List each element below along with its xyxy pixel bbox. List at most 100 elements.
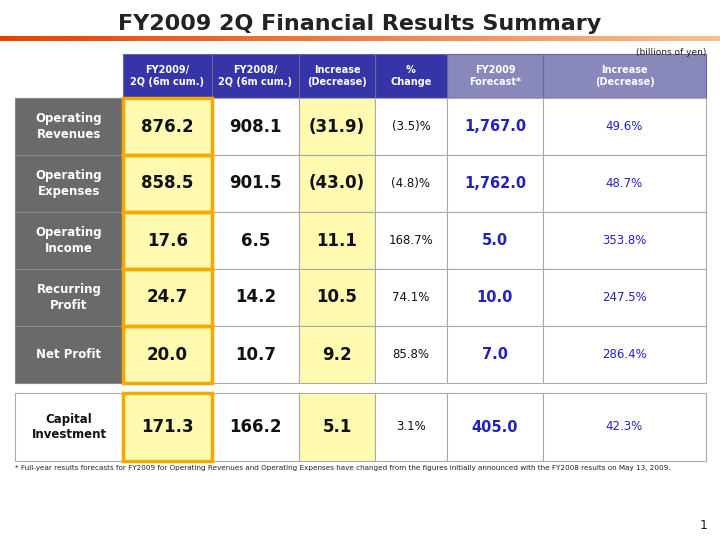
Text: FY2009/
2Q (6m cum.): FY2009/ 2Q (6m cum.) bbox=[130, 65, 204, 87]
Bar bbox=[212, 212, 299, 269]
Bar bbox=[123, 98, 212, 155]
Text: 247.5%: 247.5% bbox=[602, 291, 647, 304]
Text: 1,767.0: 1,767.0 bbox=[464, 119, 526, 134]
Bar bbox=[543, 269, 706, 326]
Bar bbox=[123, 212, 212, 269]
Text: 48.7%: 48.7% bbox=[606, 177, 643, 190]
Text: 1: 1 bbox=[700, 519, 708, 532]
Bar bbox=[212, 393, 299, 461]
Bar bbox=[123, 326, 212, 383]
Bar bbox=[212, 54, 299, 98]
Bar bbox=[375, 269, 447, 326]
Bar bbox=[15, 155, 123, 212]
Bar bbox=[123, 393, 212, 461]
Text: Net Profit: Net Profit bbox=[37, 348, 102, 361]
Bar bbox=[212, 98, 299, 155]
Text: 858.5: 858.5 bbox=[141, 174, 194, 192]
Text: Capital
Investment: Capital Investment bbox=[32, 413, 107, 442]
Bar bbox=[447, 393, 543, 461]
Text: 20.0: 20.0 bbox=[147, 346, 188, 363]
Text: 49.6%: 49.6% bbox=[606, 120, 643, 133]
Bar bbox=[447, 54, 543, 98]
Text: 10.5: 10.5 bbox=[317, 288, 357, 307]
Bar bbox=[123, 269, 212, 326]
Bar bbox=[447, 155, 543, 212]
Text: 171.3: 171.3 bbox=[141, 418, 194, 436]
Bar bbox=[299, 212, 375, 269]
Bar bbox=[123, 54, 212, 98]
Bar bbox=[447, 98, 543, 155]
Text: 85.8%: 85.8% bbox=[392, 348, 430, 361]
Text: 10.0: 10.0 bbox=[477, 290, 513, 305]
Bar bbox=[543, 326, 706, 383]
Text: 168.7%: 168.7% bbox=[389, 234, 433, 247]
Bar bbox=[543, 98, 706, 155]
Text: (43.0): (43.0) bbox=[309, 174, 365, 192]
Bar bbox=[212, 155, 299, 212]
Bar bbox=[447, 212, 543, 269]
Bar bbox=[15, 212, 123, 269]
Bar bbox=[123, 155, 212, 212]
Text: 5.0: 5.0 bbox=[482, 233, 508, 248]
Text: 908.1: 908.1 bbox=[229, 118, 282, 136]
Bar bbox=[123, 155, 212, 212]
Bar bbox=[123, 212, 212, 269]
Text: Operating
Expenses: Operating Expenses bbox=[36, 169, 102, 198]
Bar bbox=[15, 54, 123, 98]
Bar bbox=[299, 98, 375, 155]
Bar bbox=[212, 269, 299, 326]
Bar bbox=[543, 54, 706, 98]
Text: FY2009
Forecast*: FY2009 Forecast* bbox=[469, 65, 521, 87]
Text: 11.1: 11.1 bbox=[317, 232, 357, 249]
Text: 24.7: 24.7 bbox=[147, 288, 188, 307]
Bar bbox=[543, 212, 706, 269]
Text: 901.5: 901.5 bbox=[229, 174, 282, 192]
Bar bbox=[123, 269, 212, 326]
Bar bbox=[375, 98, 447, 155]
Text: FY2009 2Q Financial Results Summary: FY2009 2Q Financial Results Summary bbox=[118, 14, 602, 34]
Text: 1,762.0: 1,762.0 bbox=[464, 176, 526, 191]
Text: (4.8)%: (4.8)% bbox=[392, 177, 431, 190]
Bar bbox=[299, 54, 375, 98]
Text: 17.6: 17.6 bbox=[147, 232, 188, 249]
Text: 42.3%: 42.3% bbox=[606, 421, 643, 434]
Text: 5.1: 5.1 bbox=[323, 418, 351, 436]
Text: Increase
(Decrease): Increase (Decrease) bbox=[307, 65, 367, 87]
Bar bbox=[375, 326, 447, 383]
Text: 3.1%: 3.1% bbox=[396, 421, 426, 434]
Bar bbox=[15, 393, 123, 461]
Bar bbox=[447, 269, 543, 326]
Bar bbox=[543, 155, 706, 212]
Text: 405.0: 405.0 bbox=[472, 420, 518, 435]
Text: 14.2: 14.2 bbox=[235, 288, 276, 307]
Bar bbox=[375, 393, 447, 461]
Text: Recurring
Profit: Recurring Profit bbox=[37, 283, 102, 312]
Bar bbox=[375, 54, 447, 98]
Text: 286.4%: 286.4% bbox=[602, 348, 647, 361]
Bar bbox=[15, 269, 123, 326]
Bar bbox=[447, 326, 543, 383]
Text: FY2008/
2Q (6m cum.): FY2008/ 2Q (6m cum.) bbox=[218, 65, 292, 87]
Bar bbox=[375, 212, 447, 269]
Bar bbox=[15, 98, 123, 155]
Bar bbox=[123, 98, 212, 155]
Bar bbox=[123, 326, 212, 383]
Bar bbox=[543, 393, 706, 461]
Bar bbox=[299, 269, 375, 326]
Text: 10.7: 10.7 bbox=[235, 346, 276, 363]
Bar bbox=[299, 393, 375, 461]
Text: * Full-year results forecasts for FY2009 for Operating Revenues and Operating Ex: * Full-year results forecasts for FY2009… bbox=[15, 465, 670, 471]
Bar bbox=[299, 326, 375, 383]
Text: (billions of yen): (billions of yen) bbox=[636, 48, 706, 57]
Text: Increase
(Decrease): Increase (Decrease) bbox=[595, 65, 654, 87]
Bar bbox=[299, 155, 375, 212]
Text: (31.9): (31.9) bbox=[309, 118, 365, 136]
Text: 9.2: 9.2 bbox=[322, 346, 352, 363]
Text: (3.5)%: (3.5)% bbox=[392, 120, 431, 133]
Bar bbox=[123, 393, 212, 461]
Bar bbox=[15, 326, 123, 383]
Text: 166.2: 166.2 bbox=[229, 418, 282, 436]
Text: Operating
Income: Operating Income bbox=[36, 226, 102, 255]
Text: 353.8%: 353.8% bbox=[603, 234, 647, 247]
Text: 6.5: 6.5 bbox=[240, 232, 270, 249]
